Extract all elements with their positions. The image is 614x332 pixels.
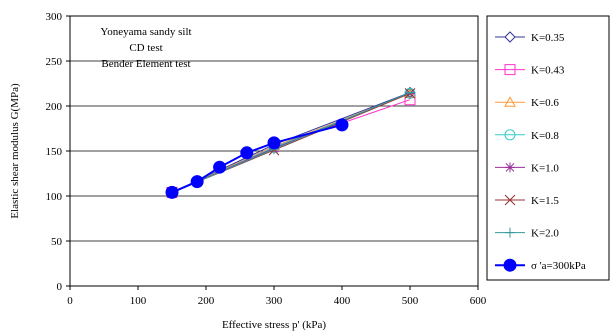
y-tick-label-0: 0	[57, 281, 63, 293]
legend-swatch-marker-1	[504, 64, 516, 76]
data-point-7-0	[165, 185, 179, 199]
y-tick-label-300: 300	[46, 11, 63, 23]
data-point-7-3	[240, 146, 254, 160]
series-line-1	[171, 99, 411, 193]
y-tick-label-250: 250	[46, 56, 63, 68]
legend-entry-6: K=2.0	[495, 227, 559, 240]
legend-label-3: K=0.8	[531, 130, 559, 142]
x-tick-label-0: 0	[67, 295, 73, 307]
legend-entry-4: K=1.0	[495, 162, 559, 174]
legend-swatch-marker-5	[504, 194, 516, 206]
data-point-6-2	[405, 87, 415, 98]
axis-ticks: 0 50 100 150 200 250 300 0 100 200 300 400 500 600	[46, 11, 487, 307]
legend-label-6: K=2.0	[531, 228, 559, 240]
legend-entry-3: K=0.8	[495, 129, 559, 142]
legend-box	[486, 15, 610, 281]
legend-label-2: K=0.6	[531, 97, 559, 109]
legend-swatch-marker-2	[504, 96, 516, 107]
legend-swatch-marker-3	[504, 129, 516, 141]
legend-entry-2: K=0.6	[495, 96, 559, 109]
x-tick-label-300: 300	[266, 295, 283, 307]
data-point-7-5	[335, 118, 349, 132]
x-tick-label-600: 600	[470, 295, 487, 307]
legend-label-1: K=0.43	[531, 65, 565, 77]
x-tick-label-200: 200	[198, 295, 215, 307]
legend-swatch-marker-4	[505, 162, 515, 173]
x-tick-label-400: 400	[334, 295, 351, 307]
annotation-line-2: CD test	[129, 42, 162, 54]
series-1	[166, 94, 416, 198]
x-tick-label-100: 100	[130, 295, 147, 307]
legend-label-7: σ 'a=300kPa	[531, 260, 586, 272]
legend-entry-1: K=0.43	[495, 64, 565, 77]
series-line-6	[171, 92, 411, 193]
data-point-7-2	[213, 160, 227, 174]
legend-swatch-marker-7	[503, 258, 517, 272]
x-tick-label-500: 500	[402, 295, 419, 307]
y-axis-label: Elastic shear modulus G(MPa)	[9, 83, 21, 219]
legend-label-4: K=1.0	[531, 162, 559, 174]
annotation-line-3: Bender Element test	[101, 58, 190, 70]
y-tick-label-150: 150	[46, 146, 63, 158]
series-6	[167, 87, 415, 198]
y-tick-label-200: 200	[46, 101, 63, 113]
legend-swatch-marker-6	[505, 227, 515, 238]
legend-entry-7: σ 'a=300kPa	[495, 258, 586, 272]
y-tick-label-50: 50	[51, 236, 63, 248]
x-axis-label: Effective stress p' (kPa)	[222, 319, 326, 331]
data-point-7-4	[267, 136, 281, 150]
legend-entry-0: K=0.35	[495, 31, 565, 44]
series-layer	[165, 86, 416, 199]
legend: K=0.35 K=0.43 K=0.6 K=0.8 K=1.0 K=1.5 K=2.0 σ '…	[495, 31, 586, 272]
y-tick-label-100: 100	[46, 191, 63, 203]
legend-swatch-marker-0	[504, 31, 516, 43]
legend-label-0: K=0.35	[531, 32, 565, 44]
legend-label-5: K=1.5	[531, 195, 559, 207]
annotation-line-1: Yoneyama sandy silt	[100, 26, 191, 38]
series-7	[165, 118, 349, 199]
legend-entry-5: K=1.5	[495, 194, 559, 207]
data-point-7-1	[190, 175, 204, 189]
